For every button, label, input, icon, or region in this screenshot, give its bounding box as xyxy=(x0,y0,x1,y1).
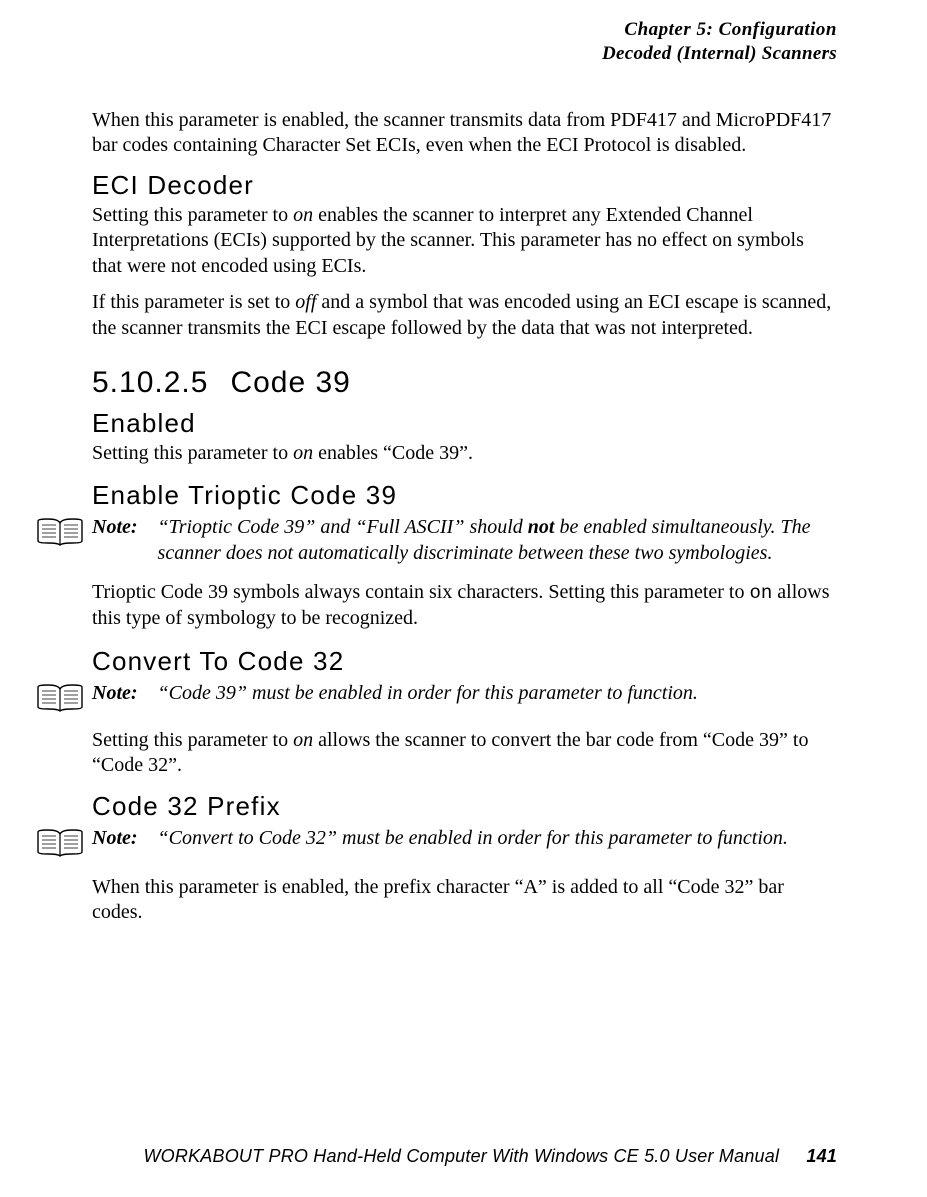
convert32-para: Setting this parameter to on allows the … xyxy=(92,728,837,779)
eci-para-2: If this parameter is set to off and a sy… xyxy=(92,290,837,341)
note-label: Note: xyxy=(92,515,138,566)
eci-para-1: Setting this parameter to on enables the… xyxy=(92,203,837,280)
header-section: Decoded (Internal) Scanners xyxy=(92,42,837,66)
note-trioptic: Note: “Trioptic Code 39” and “Full ASCII… xyxy=(36,515,837,566)
note-code32-prefix: Note: “Convert to Code 32” must be enabl… xyxy=(36,826,837,863)
book-icon xyxy=(36,828,84,863)
page-number: 141 xyxy=(806,1146,837,1166)
intro-paragraph: When this parameter is enabled, the scan… xyxy=(92,108,837,159)
note-label: Note: xyxy=(92,681,138,707)
heading-trioptic: Enable Trioptic Code 39 xyxy=(92,480,837,511)
note-convert32: Note: “Code 39” must be enabled in order… xyxy=(36,681,837,718)
page-footer: WORKABOUT PRO Hand-Held Computer With Wi… xyxy=(143,1146,837,1167)
book-icon xyxy=(36,517,84,552)
code32-prefix-para: When this parameter is enabled, the pref… xyxy=(92,875,837,926)
footer-title: WORKABOUT PRO Hand-Held Computer With Wi… xyxy=(143,1146,779,1166)
heading-eci-decoder: ECI Decoder xyxy=(92,170,837,201)
header-chapter: Chapter 5: Configuration xyxy=(92,18,837,42)
chapter-header: Chapter 5: Configuration Decoded (Intern… xyxy=(92,18,837,66)
section-heading-code39: 5.10.2.5Code 39 xyxy=(92,366,837,400)
trioptic-para: Trioptic Code 39 symbols always contain … xyxy=(92,580,837,631)
enabled-para: Setting this parameter to on enables “Co… xyxy=(92,441,837,467)
note-label: Note: xyxy=(92,826,138,852)
heading-code32-prefix: Code 32 Prefix xyxy=(92,791,837,822)
book-icon xyxy=(36,683,84,718)
heading-convert-code32: Convert To Code 32 xyxy=(92,646,837,677)
heading-enabled: Enabled xyxy=(92,408,837,439)
